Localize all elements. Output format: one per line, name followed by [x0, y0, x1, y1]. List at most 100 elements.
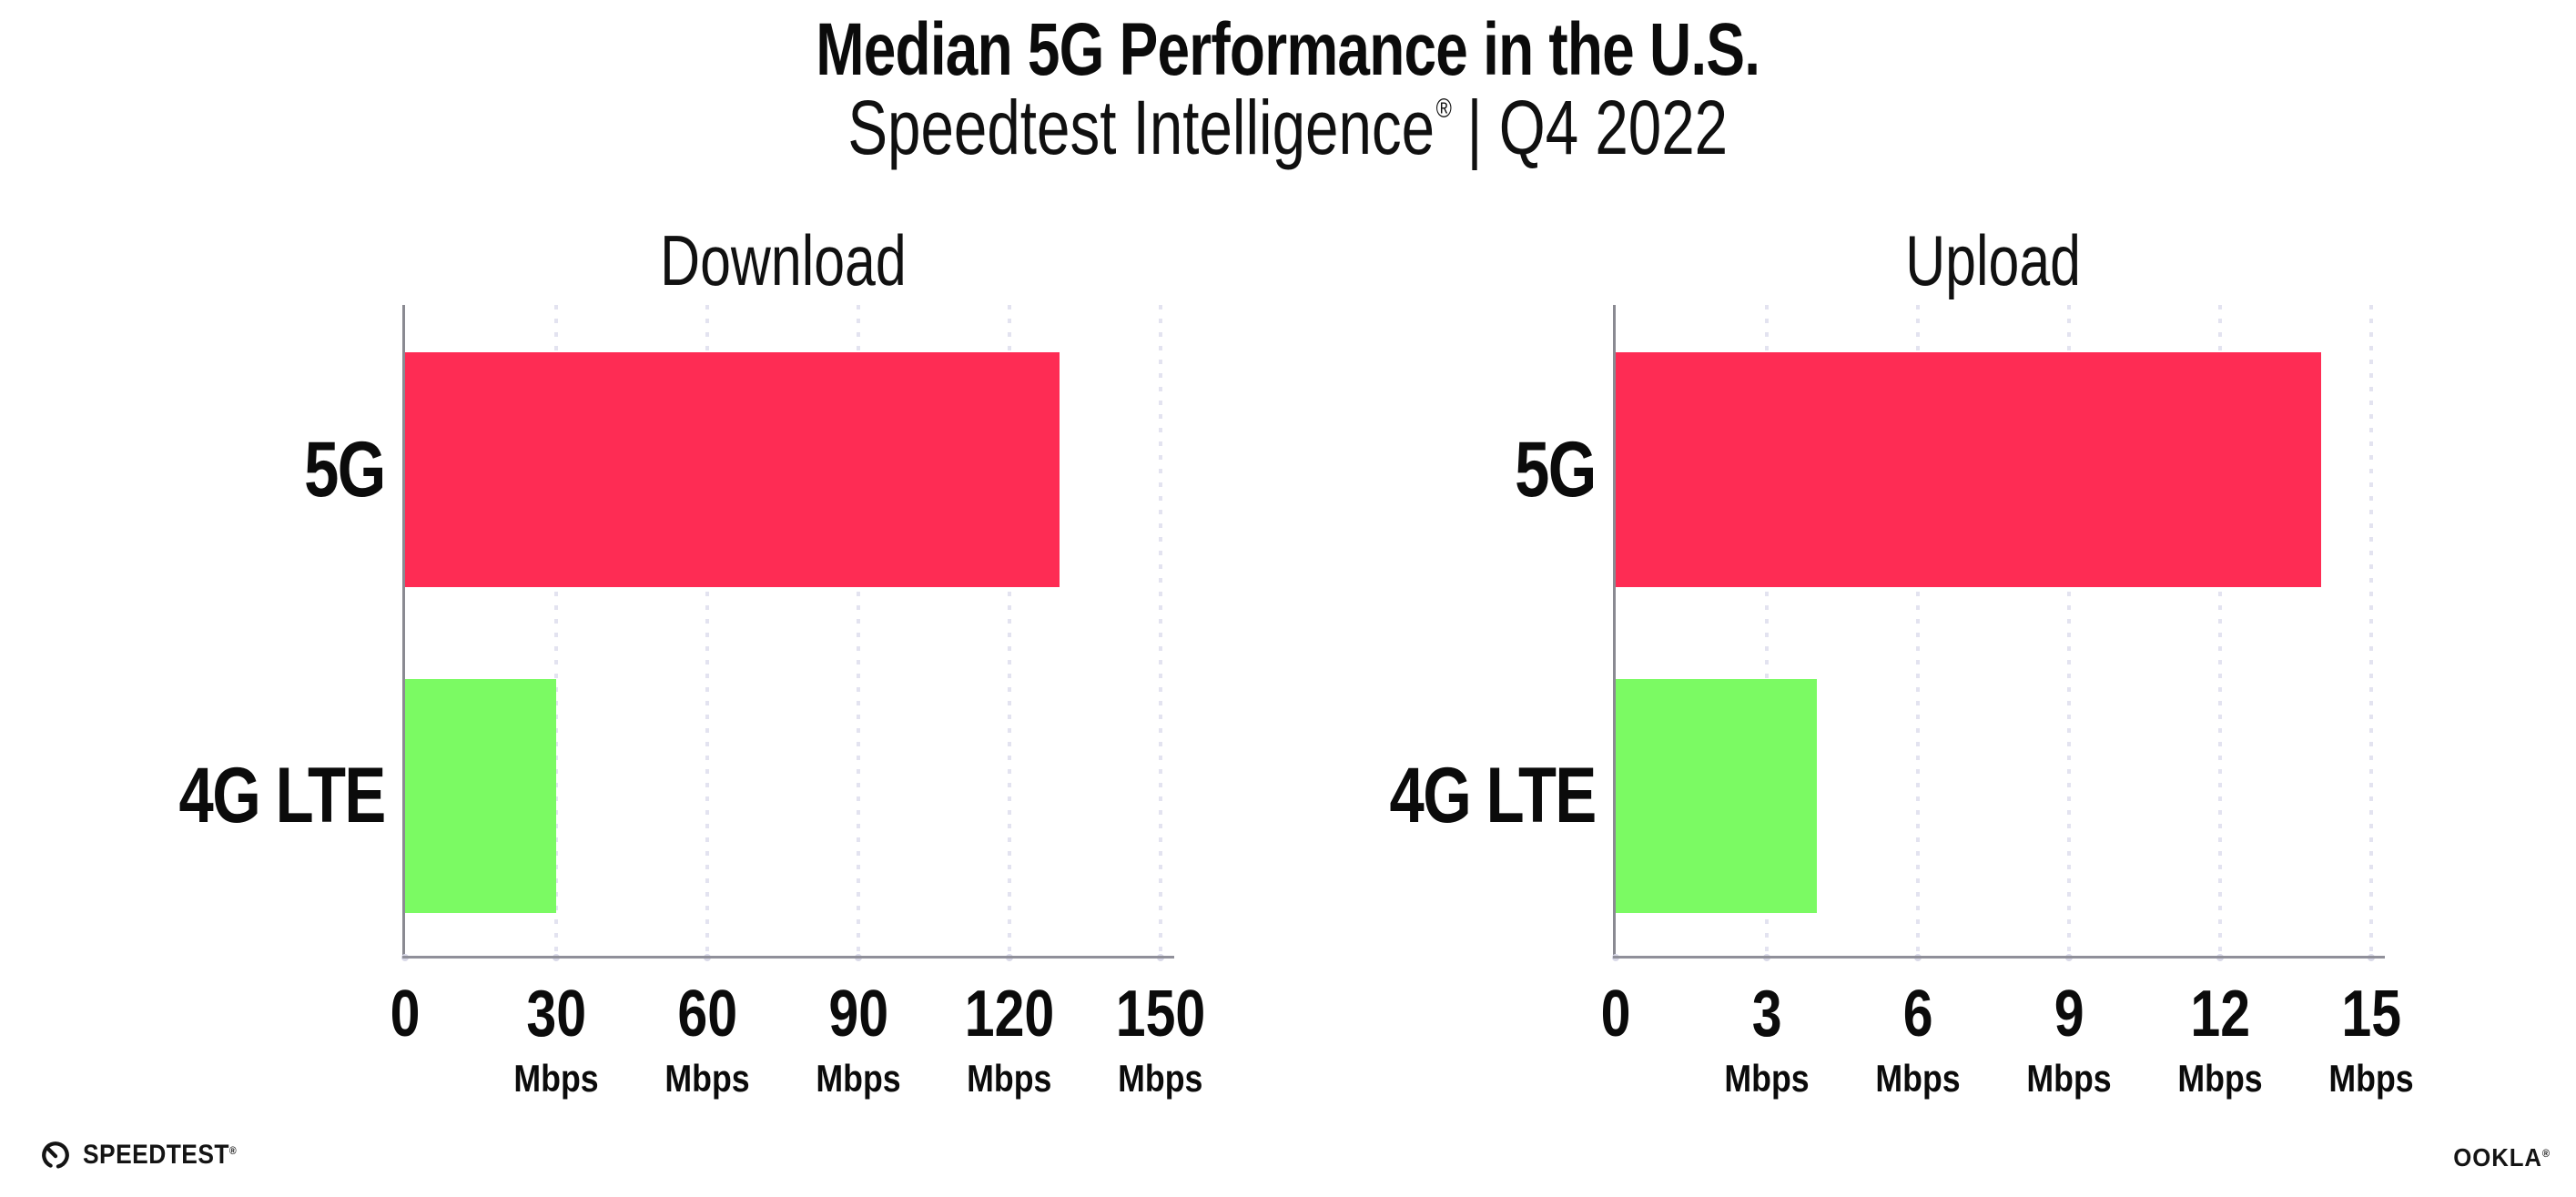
chart-title: Download — [405, 219, 1161, 302]
x-tick-value: 150 — [1106, 981, 1215, 1047]
x-tick-unit: Mbps — [1717, 1060, 1817, 1098]
gridline-15 — [2369, 305, 2373, 956]
x-tick-unit: Mbps — [2170, 1060, 2270, 1098]
x-tick-unit-text: Mbps — [664, 1057, 750, 1100]
gridline-3 — [1765, 305, 1769, 956]
x-tick-150: 150 Mbps — [1106, 981, 1215, 1098]
ookla-logo: OOKLA® — [2445, 1143, 2551, 1172]
x-tick-value: 120 — [955, 981, 1064, 1047]
chart-title-text: Upload — [1905, 220, 2082, 300]
x-tick-value-text: 0 — [1600, 978, 1631, 1050]
category-label-4g-lte: 4G LTE — [0, 679, 387, 913]
ookla-registered-icon: ® — [2541, 1147, 2551, 1160]
category-label-5g: 5G — [0, 352, 386, 587]
x-tick-unit-text: Mbps — [816, 1057, 901, 1100]
x-tick-unit-text: Mbps — [2328, 1057, 2414, 1100]
x-tick-value-text: 6 — [1902, 978, 1933, 1050]
category-label-text: 5G — [1515, 425, 1597, 513]
category-label-text: 5G — [304, 425, 386, 513]
download-chart-plot: Download 0 30 Mbps 60 Mbps 90 Mbps 120 Mbps 150 Mbp… — [179, 220, 1205, 1098]
x-tick-value: 15 — [2321, 981, 2421, 1047]
x-tick-value-text: 9 — [2054, 978, 2084, 1050]
gridline-120 — [1008, 305, 1011, 956]
chart-title: Upload — [1616, 219, 2371, 302]
speedtest-wordmark-text: SPEEDTEST — [83, 1140, 229, 1170]
bar-5g — [1616, 352, 2321, 587]
x-tick-0: 0 — [1597, 981, 1634, 1047]
x-tick-value-text: 150 — [1115, 978, 1206, 1050]
category-label-5g: 5G — [1122, 352, 1597, 587]
x-tick-value-text: 120 — [964, 978, 1055, 1050]
x-axis-line — [402, 956, 1174, 959]
x-tick-unit: Mbps — [2321, 1060, 2421, 1098]
x-tick-unit-text: Mbps — [967, 1057, 1052, 1100]
gridline-12 — [2218, 305, 2222, 956]
subtitle-period: | Q4 2022 — [1450, 85, 1729, 170]
gridline-30 — [554, 305, 558, 956]
x-tick-value: 6 — [1868, 981, 1968, 1047]
x-tick-unit-text: Mbps — [513, 1057, 599, 1100]
x-tick-12: 12 Mbps — [2170, 981, 2270, 1098]
bar-4g-lte — [405, 679, 556, 913]
category-label-4g-lte: 4G LTE — [1122, 679, 1597, 913]
category-label-text: 4G LTE — [178, 752, 387, 839]
speedtest-wordmark: SPEEDTEST® — [83, 1140, 258, 1171]
x-tick-unit: Mbps — [1106, 1060, 1215, 1098]
x-tick-3: 3 Mbps — [1717, 981, 1817, 1098]
gridline-6 — [1916, 305, 1920, 956]
x-tick-15: 15 Mbps — [2321, 981, 2421, 1098]
x-tick-value-text: 0 — [390, 978, 421, 1050]
bar-5g — [405, 352, 1060, 587]
x-tick-value-text: 15 — [2341, 978, 2401, 1050]
figure-title-text: Median 5G Performance in the U.S. — [816, 8, 1761, 91]
x-tick-value-text: 30 — [526, 978, 586, 1050]
x-tick-value-text: 12 — [2190, 978, 2250, 1050]
x-tick-0: 0 — [387, 981, 423, 1047]
x-tick-unit: Mbps — [1868, 1060, 1968, 1098]
ookla-wordmark-text: OOKLA — [2453, 1143, 2542, 1172]
gridline-9 — [2067, 305, 2071, 956]
x-tick-unit: Mbps — [2019, 1060, 2119, 1098]
subtitle-brand: Speedtest Intelligence — [847, 85, 1435, 170]
x-tick-value: 9 — [2019, 981, 2119, 1047]
x-tick-value-text: 3 — [1751, 978, 1782, 1050]
x-tick-6: 6 Mbps — [1868, 981, 1968, 1098]
x-tick-unit: Mbps — [955, 1060, 1064, 1098]
gridline-90 — [857, 305, 860, 956]
x-tick-value: 60 — [657, 981, 757, 1047]
x-tick-9: 9 Mbps — [2019, 981, 2119, 1098]
registered-trademark-icon: ® — [1435, 94, 1453, 124]
x-tick-value-text: 90 — [828, 978, 888, 1050]
figure-subtitle-text: Speedtest Intelligence® | Q4 2022 — [848, 87, 1729, 167]
speedtest-registered-icon: ® — [228, 1144, 238, 1157]
speedtest-logo: SPEEDTEST® — [40, 1140, 258, 1171]
x-tick-unit-text: Mbps — [1724, 1057, 1810, 1100]
x-tick-unit: Mbps — [808, 1060, 908, 1098]
x-tick-value: 30 — [506, 981, 606, 1047]
x-tick-value-text: 60 — [677, 978, 737, 1050]
x-tick-60: 60 Mbps — [657, 981, 757, 1098]
x-tick-value: 0 — [387, 981, 423, 1047]
gridline-60 — [705, 305, 709, 956]
category-label-text: 4G LTE — [1389, 752, 1597, 839]
ookla-wordmark: OOKLA® — [2445, 1143, 2551, 1172]
x-tick-30: 30 Mbps — [506, 981, 606, 1098]
x-tick-unit-text: Mbps — [1118, 1057, 1203, 1100]
x-tick-120: 120 Mbps — [955, 981, 1064, 1098]
x-tick-unit: Mbps — [506, 1060, 606, 1098]
x-axis-line — [1613, 956, 2385, 959]
x-tick-90: 90 Mbps — [808, 981, 908, 1098]
x-tick-value: 90 — [808, 981, 908, 1047]
upload-chart-plot: Upload 0 3 Mbps 6 Mbps 9 Mbps 12 Mbps 15 Mbps 5G 4G L… — [1390, 220, 2414, 1098]
x-tick-unit-text: Mbps — [1875, 1057, 1961, 1100]
x-tick-value: 12 — [2170, 981, 2270, 1047]
x-tick-unit-text: Mbps — [2177, 1057, 2263, 1100]
x-tick-value: 3 — [1717, 981, 1817, 1047]
x-tick-unit: Mbps — [657, 1060, 757, 1098]
figure-subtitle: Speedtest Intelligence® | Q4 2022 — [0, 87, 2576, 167]
speedtest-gauge-icon — [42, 1141, 69, 1169]
bar-4g-lte — [1616, 679, 1818, 913]
x-tick-unit-text: Mbps — [2026, 1057, 2112, 1100]
x-tick-value: 0 — [1597, 981, 1634, 1047]
